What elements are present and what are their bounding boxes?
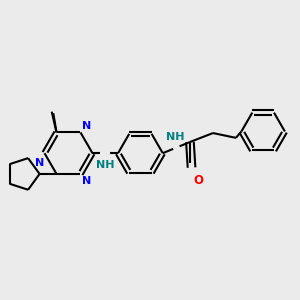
Text: N: N [35,158,44,168]
Text: N: N [82,176,91,186]
Text: NH: NH [166,132,184,142]
Text: N: N [82,121,91,131]
Text: NH: NH [96,160,115,170]
Text: O: O [193,174,203,187]
